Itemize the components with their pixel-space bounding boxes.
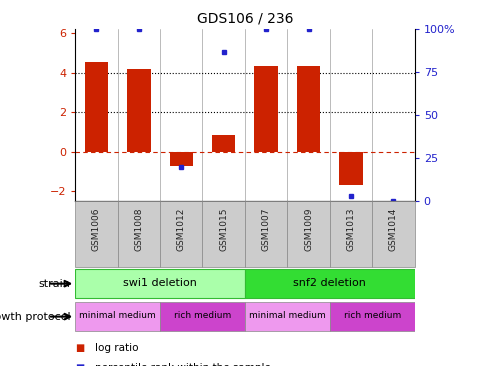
Bar: [127, 69, 150, 152]
Text: minimal medium: minimal medium: [79, 311, 156, 320]
Text: percentile rank within the sample: percentile rank within the sample: [94, 363, 270, 366]
Text: GSM1008: GSM1008: [134, 208, 143, 251]
Bar: [244, 302, 329, 332]
Text: GSM1014: GSM1014: [388, 208, 397, 251]
Bar: [329, 302, 414, 332]
Bar: [85, 62, 108, 152]
Title: GDS106 / 236: GDS106 / 236: [197, 11, 292, 25]
Bar: [329, 201, 372, 267]
Text: swi1 deletion: swi1 deletion: [123, 278, 197, 288]
Text: ■: ■: [75, 343, 84, 353]
Bar: [160, 302, 244, 332]
Bar: [244, 269, 414, 298]
Text: rich medium: rich medium: [343, 311, 400, 320]
Bar: [75, 269, 244, 298]
Text: GSM1012: GSM1012: [176, 208, 185, 251]
Bar: [287, 201, 329, 267]
Text: ■: ■: [75, 363, 84, 366]
Text: minimal medium: minimal medium: [248, 311, 325, 320]
Bar: [75, 201, 117, 267]
Bar: [75, 302, 160, 332]
Text: GSM1006: GSM1006: [91, 208, 101, 251]
Bar: [244, 201, 287, 267]
Text: snf2 deletion: snf2 deletion: [293, 278, 365, 288]
Text: growth protocol: growth protocol: [0, 311, 70, 322]
Bar: [296, 66, 319, 152]
Text: GSM1007: GSM1007: [261, 208, 270, 251]
Bar: [212, 135, 235, 152]
Text: log ratio: log ratio: [94, 343, 138, 353]
Bar: [160, 201, 202, 267]
Bar: [117, 201, 160, 267]
Text: rich medium: rich medium: [173, 311, 231, 320]
Text: GSM1009: GSM1009: [303, 208, 313, 251]
Bar: [372, 201, 414, 267]
Bar: [202, 201, 244, 267]
Text: GSM1015: GSM1015: [219, 208, 228, 251]
Bar: [339, 152, 362, 186]
Text: strain: strain: [38, 279, 70, 289]
Bar: [169, 152, 193, 166]
Bar: [254, 66, 277, 152]
Text: GSM1013: GSM1013: [346, 208, 355, 251]
